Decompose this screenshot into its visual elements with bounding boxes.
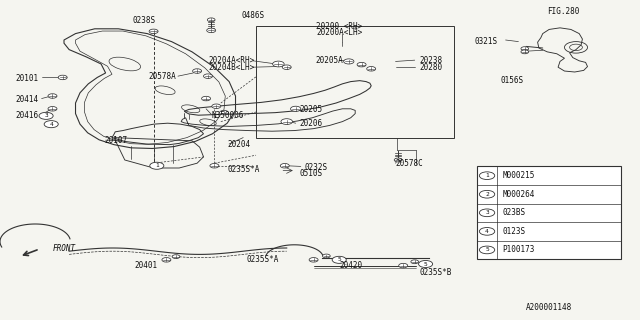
- Text: 20206: 20206: [300, 119, 323, 128]
- Text: 20420: 20420: [339, 261, 362, 270]
- Text: M000264: M000264: [502, 190, 535, 199]
- Circle shape: [150, 162, 164, 169]
- Text: 0238S: 0238S: [132, 16, 156, 25]
- Text: 20205A: 20205A: [316, 56, 343, 65]
- Text: 20414: 20414: [15, 95, 38, 104]
- Text: 2: 2: [485, 192, 489, 197]
- Circle shape: [220, 110, 228, 115]
- Circle shape: [291, 106, 301, 111]
- Text: 3: 3: [44, 113, 48, 118]
- Circle shape: [207, 18, 215, 22]
- Text: 20107: 20107: [104, 136, 127, 145]
- Circle shape: [48, 94, 57, 98]
- Circle shape: [479, 228, 495, 235]
- Text: 0123S: 0123S: [502, 227, 525, 236]
- Text: M000215: M000215: [502, 171, 535, 180]
- Circle shape: [479, 246, 495, 254]
- Circle shape: [323, 254, 330, 258]
- Circle shape: [357, 62, 366, 67]
- Text: 0156S: 0156S: [500, 76, 524, 84]
- Text: 20578C: 20578C: [396, 159, 423, 168]
- Text: FRONT: FRONT: [52, 244, 76, 253]
- Text: 1: 1: [485, 173, 489, 178]
- Text: 0235S*B: 0235S*B: [419, 268, 451, 277]
- Circle shape: [207, 28, 216, 33]
- Circle shape: [210, 164, 219, 168]
- Text: 20204B<LH>: 20204B<LH>: [209, 63, 255, 72]
- Circle shape: [479, 209, 495, 217]
- Text: N350006: N350006: [211, 111, 244, 120]
- Text: 4: 4: [485, 229, 489, 234]
- Circle shape: [419, 260, 433, 268]
- Circle shape: [58, 75, 67, 80]
- Text: 5: 5: [337, 257, 341, 262]
- Circle shape: [162, 258, 171, 262]
- Text: 023BS: 023BS: [502, 208, 525, 217]
- Text: 5: 5: [485, 247, 489, 252]
- Circle shape: [399, 263, 408, 268]
- Text: 0235S*A: 0235S*A: [246, 255, 279, 264]
- Circle shape: [204, 74, 212, 78]
- Text: 0232S: 0232S: [305, 163, 328, 172]
- Circle shape: [521, 50, 529, 54]
- Text: 20204: 20204: [227, 140, 250, 149]
- Text: 20578A: 20578A: [148, 72, 176, 81]
- Circle shape: [367, 67, 376, 71]
- Text: 0486S: 0486S: [241, 11, 264, 20]
- Circle shape: [202, 96, 211, 101]
- Circle shape: [44, 121, 58, 128]
- Text: 0321S: 0321S: [475, 37, 498, 46]
- Bar: [477, 166, 621, 259]
- Text: 20238: 20238: [419, 56, 442, 65]
- Text: 20101: 20101: [15, 74, 38, 83]
- Text: 20200 <RH>: 20200 <RH>: [316, 22, 362, 31]
- Text: 20200A<LH>: 20200A<LH>: [316, 28, 362, 37]
- Circle shape: [193, 69, 202, 73]
- Text: A200001148: A200001148: [526, 303, 572, 312]
- Circle shape: [411, 260, 419, 264]
- Text: 0235S*A: 0235S*A: [227, 165, 260, 174]
- Circle shape: [48, 107, 57, 111]
- Circle shape: [149, 29, 158, 34]
- Text: 3: 3: [485, 210, 489, 215]
- Text: 4: 4: [49, 122, 53, 127]
- Circle shape: [282, 65, 291, 69]
- Circle shape: [479, 172, 495, 180]
- Text: 20280: 20280: [419, 63, 442, 72]
- Text: 20205: 20205: [300, 105, 323, 114]
- Text: 0510S: 0510S: [300, 169, 323, 178]
- Text: 5: 5: [424, 261, 428, 267]
- Circle shape: [521, 47, 529, 51]
- Text: 1: 1: [155, 163, 159, 168]
- Circle shape: [394, 158, 402, 162]
- Text: 20204A<RH>: 20204A<RH>: [209, 56, 255, 65]
- Bar: [256, 26, 454, 138]
- Text: 20401: 20401: [134, 261, 157, 270]
- Circle shape: [39, 112, 53, 119]
- Text: P100173: P100173: [502, 245, 535, 254]
- Circle shape: [332, 256, 346, 263]
- Circle shape: [344, 59, 354, 64]
- Circle shape: [212, 104, 221, 108]
- Circle shape: [281, 119, 292, 124]
- Circle shape: [172, 255, 180, 259]
- Circle shape: [273, 61, 284, 67]
- Circle shape: [280, 164, 289, 168]
- Circle shape: [309, 258, 318, 262]
- Text: 20416: 20416: [15, 111, 38, 120]
- Circle shape: [479, 190, 495, 198]
- Text: FIG.280: FIG.280: [547, 7, 579, 16]
